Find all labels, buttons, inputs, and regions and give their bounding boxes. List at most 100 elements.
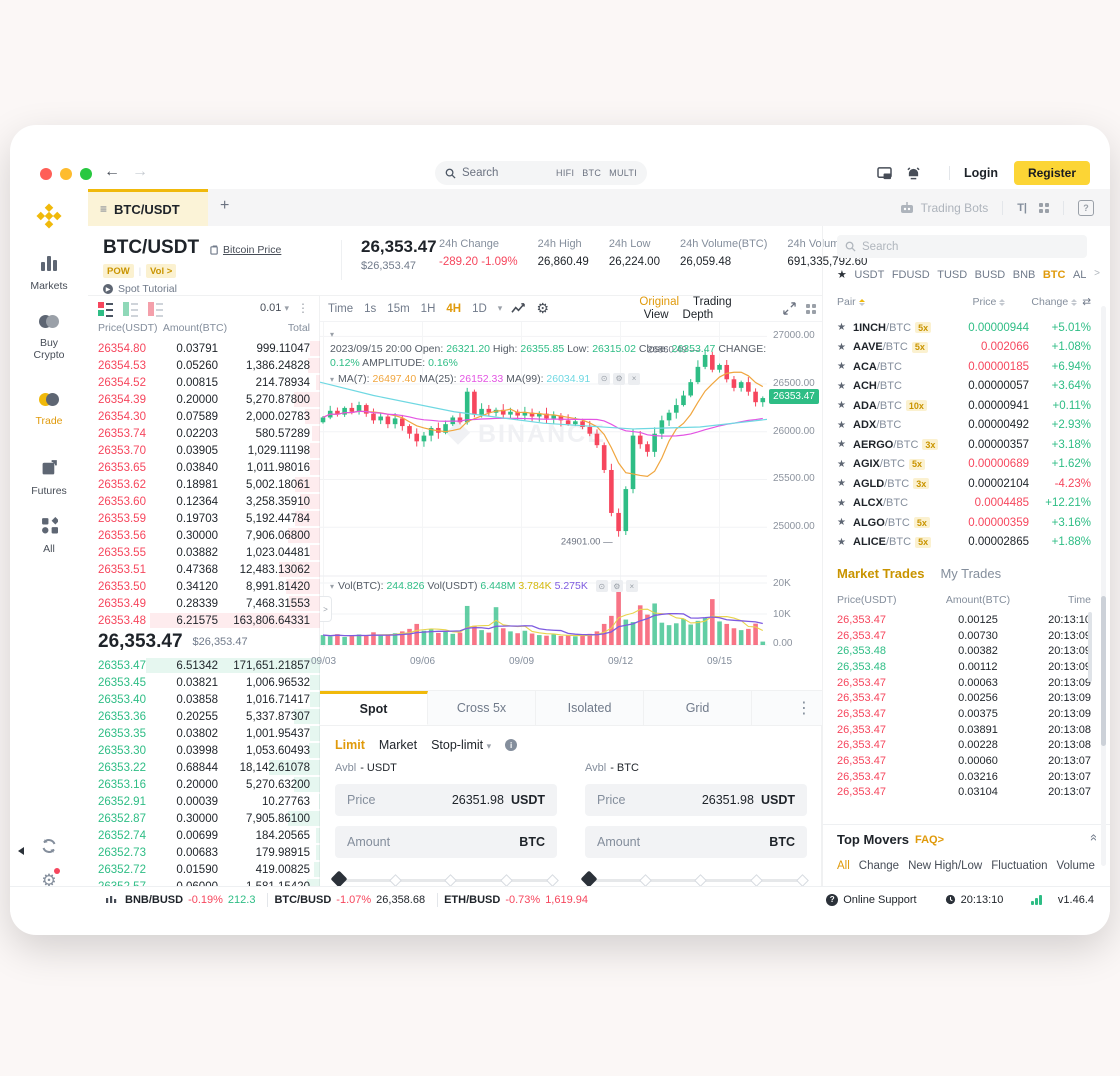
buy-price-input[interactable]: Price 26351.98 USDT [335,784,557,816]
collapse-section-icon[interactable]: » [1084,833,1100,842]
orderbook-bid-row[interactable]: 26353.30 0.03998 1,053.60493 [88,742,320,759]
orderbook-ask-row[interactable]: 26353.65 0.03840 1,011.98016 [88,459,320,476]
quote-tab-usdt[interactable]: USDT [854,268,885,281]
timeframe-1s[interactable]: 1s [364,302,377,315]
tabs-more-chevron-icon[interactable]: > [1091,268,1100,279]
help-icon[interactable]: ? [1078,199,1094,216]
tab-market-trades[interactable]: Market Trades [837,566,925,581]
ticker-tape-icon[interactable] [105,894,117,906]
add-tab-button[interactable]: + [220,197,230,214]
typography-icon[interactable]: T| [1017,201,1027,214]
orderbook-view-bids-icon[interactable] [123,302,138,318]
top-movers-tab-fluctuation[interactable]: Fluctuation [991,860,1048,872]
form-menu-icon[interactable]: ⋮ [796,700,812,717]
orderbook-ask-row[interactable]: 26353.74 0.02203 580.57289 [88,425,320,442]
hot-link[interactable]: MULTI [609,168,637,178]
form-tab-cross-5x[interactable]: Cross 5x [428,691,536,725]
trade-row[interactable]: 26,353.47 0.00125 20:13:10 [837,613,1091,626]
pair-row[interactable]: ★ AERGO/BTC 3x 0.00000357 +3.18% [837,438,1091,451]
quote-tab-btc[interactable]: BTC [1042,268,1066,281]
slider-handle[interactable] [330,870,348,888]
settings-button[interactable]: ⚙ [10,868,88,891]
orderbook-bid-row[interactable]: 26353.47 6.51342 171,651.21857 [88,657,320,674]
orderbook-view-both-icon[interactable] [98,302,113,318]
index-ticker-btc-busd[interactable]: BTC/BUSD -1.07% 26,358.68 [274,893,426,906]
timeframe-Time[interactable]: Time [328,302,354,315]
quote-tab-busd[interactable]: BUSD [974,268,1006,281]
price-axis[interactable]: 27000.00 26500.00 26000.00 25500.00 2500… [767,322,822,653]
pair-row[interactable]: ★ ALGO/BTC 5x 0.00000359 +3.16% [837,516,1091,529]
precision-dropdown[interactable]: 0.01 ▾ [259,302,289,314]
orderbook-ask-row[interactable]: 26353.60 0.12364 3,258.35910 [88,493,320,510]
chart-settings-gear-icon[interactable]: ⚙ [536,300,549,316]
panel-scrollbar-track[interactable] [1101,306,1106,866]
sidebar-item-buy-crypto[interactable]: Buy Crypto [10,315,88,361]
swap-columns-icon[interactable]: ⇄ [1082,296,1091,308]
pair-row[interactable]: ★ ALCX/BTC 0.0004485 +12.21% [837,497,1091,510]
hot-link[interactable]: BTC [582,168,602,178]
faq-link[interactable]: FAQ> [915,833,945,846]
minimize-window-icon[interactable] [60,168,72,180]
maximize-window-icon[interactable] [80,168,92,180]
quote-tab-tusd[interactable]: TUSD [937,268,968,281]
tab-my-trades[interactable]: My Trades [940,566,1002,581]
orderbook-bid-row[interactable]: 26353.35 0.03802 1,001.95437 [88,725,320,742]
info-icon[interactable]: i [505,739,518,751]
pair-row[interactable]: ★ AGLD/BTC 3x 0.00002104 -4.23% [837,477,1091,490]
orderbook-bid-row[interactable]: 26352.74 0.00699 184.20565 [88,827,320,844]
trade-row[interactable]: 26,353.47 0.00063 20:13:09 [837,676,1091,689]
orderbook-ask-row[interactable]: 26353.70 0.03905 1,029.11198 [88,442,320,459]
pow-badge[interactable]: POW [103,264,134,278]
col-change[interactable]: Change [1031,296,1069,308]
quote-tab-bnb[interactable]: BNB [1012,268,1036,281]
chart-view-trading-view[interactable]: Trading View [643,296,732,321]
col-pair[interactable]: Pair [837,296,856,308]
trade-row[interactable]: 26,353.47 0.00256 20:13:09 [837,692,1091,705]
sidebar-item-all[interactable]: All [10,516,88,555]
trading-bots-button[interactable]: Trading Bots [920,200,989,215]
orderbook-bid-row[interactable]: 26353.22 0.68844 18,142.61078 [88,759,320,776]
pair-row[interactable]: ★ ACA/BTC 0.00000185 +6.94% [837,360,1091,373]
panel-scrollbar-thumb[interactable] [1101,596,1106,746]
orderbook-ask-row[interactable]: 26353.56 0.30000 7,906.06800 [88,527,320,544]
trade-row[interactable]: 26,353.47 0.00375 20:13:09 [837,707,1091,720]
order-type-limit[interactable]: Limit [335,738,365,752]
trade-row[interactable]: 26,353.47 0.03216 20:13:07 [837,770,1091,783]
close-window-icon[interactable] [40,168,52,180]
trade-row[interactable]: 26,353.47 0.00060 20:13:07 [837,755,1091,768]
orderbook-ask-row[interactable]: 26353.55 0.03882 1,023.04481 [88,544,320,561]
collapse-icon[interactable]: ▾ [330,330,335,339]
pair-row[interactable]: ★ AGIX/BTC 5x 0.00000689 +1.62% [837,458,1091,471]
orderbook-bid-row[interactable]: 26352.73 0.00683 179.98915 [88,844,320,861]
orderbook-bid-row[interactable]: 26353.40 0.03858 1,016.71417 [88,691,320,708]
sidebar-item-markets[interactable]: Markets [10,255,88,292]
timeframe-1H[interactable]: 1H [420,302,436,315]
back-icon[interactable]: ← [104,163,120,180]
trade-row[interactable]: 26,353.47 0.00730 20:13:09 [837,629,1091,642]
form-tab-isolated[interactable]: Isolated [536,691,644,725]
buy-amount-input[interactable]: Amount BTC [335,826,557,858]
trade-row[interactable]: 26,353.47 0.03891 20:13:08 [837,723,1091,736]
orderbook-ask-row[interactable]: 26353.48 6.21575 163,806.64331 [88,612,320,629]
orderbook-ask-row[interactable]: 26354.39 0.20000 5,270.87800 [88,391,320,408]
orderbook-bid-row[interactable]: 26352.72 0.01590 419.00825 [88,861,320,878]
buy-amount-slider[interactable] [330,870,559,888]
forward-icon[interactable]: → [132,163,148,180]
collapse-flag-icon[interactable] [18,847,24,855]
trades-scrollbar[interactable] [1088,612,1092,682]
sell-amount-slider[interactable] [580,870,809,888]
trade-row[interactable]: 26,353.47 0.00228 20:13:08 [837,739,1091,752]
refresh-button[interactable] [10,837,88,860]
top-movers-tab-change[interactable]: Change [858,860,900,872]
pair-row[interactable]: ★ ACH/BTC 0.00000057 +3.64% [837,380,1091,393]
binance-logo[interactable] [10,203,88,234]
orderbook-ask-row[interactable]: 26353.59 0.19703 5,192.44784 [88,510,320,527]
fullscreen-icon[interactable] [783,302,796,315]
timeframe-15m[interactable]: 15m [387,302,410,315]
panel-collapse-handle[interactable]: > [320,596,332,622]
sidebar-item-trade[interactable]: Trade [10,393,88,427]
orderbook-bid-row[interactable]: 26353.16 0.20000 5,270.63200 [88,776,320,793]
chart-view-depth[interactable]: Depth [682,309,714,321]
pair-row[interactable]: ★ ALICE/BTC 5x 0.00002865 +1.88% [837,536,1091,549]
vol-badge[interactable]: Vol > [146,264,177,278]
